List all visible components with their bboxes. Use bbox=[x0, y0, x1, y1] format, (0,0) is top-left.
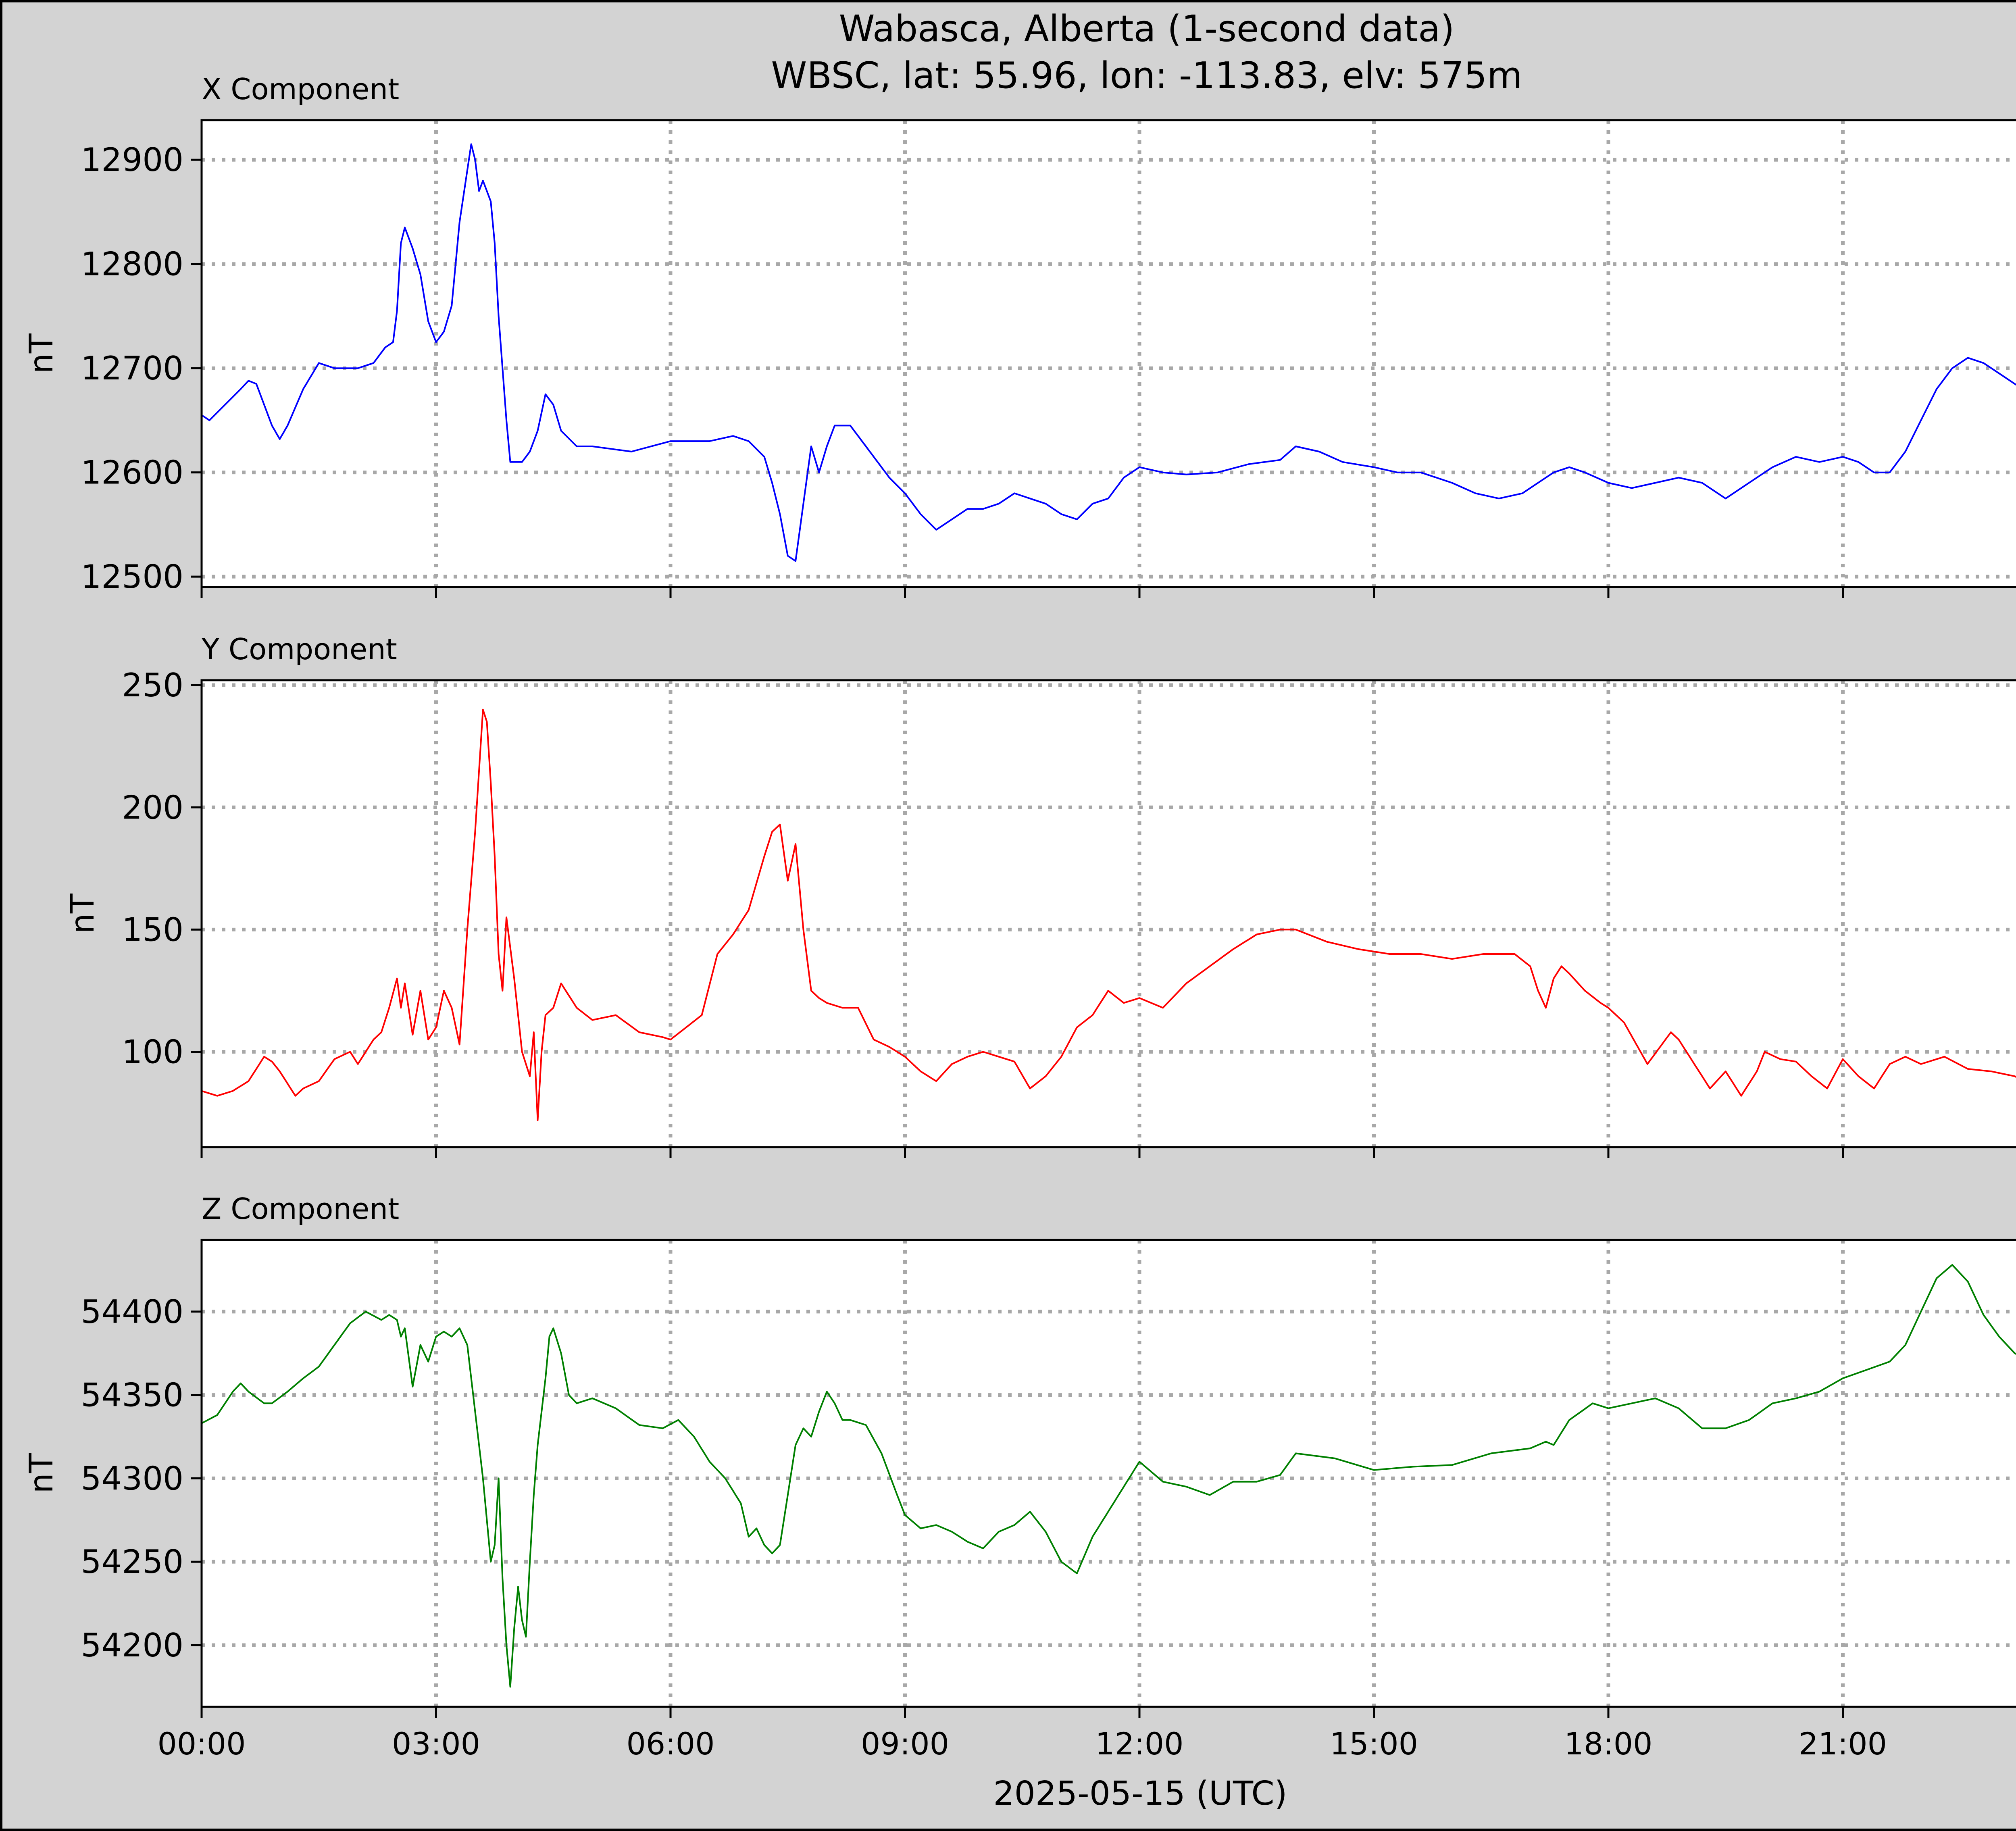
z-component-xtick-label: 15:00 bbox=[1330, 1726, 1418, 1762]
z-component-xtick-label: 06:00 bbox=[626, 1726, 714, 1762]
x-component-ytick-label: 12700 bbox=[81, 350, 184, 387]
x-component-ytick-label: 12500 bbox=[81, 558, 184, 596]
z-component-ytick-label: 54300 bbox=[81, 1460, 184, 1497]
x-component-ytick-label: 12800 bbox=[81, 246, 184, 283]
z-component-xtick-label: 21:00 bbox=[1799, 1726, 1887, 1762]
x-component-panel: 12500 12600 12700 12800 12900 X Component nT bbox=[23, 72, 2016, 598]
z-component-series-line bbox=[201, 1264, 2016, 1688]
x-component-plot-area bbox=[202, 120, 2016, 587]
y-component-ytick-label: 100 bbox=[122, 1033, 183, 1071]
z-component-title: Z Component bbox=[202, 1192, 399, 1226]
z-component-xtick-label: 03:00 bbox=[392, 1726, 480, 1762]
x-component-ytick-label: 12600 bbox=[81, 454, 184, 492]
figure-title-line1: Wabasca, Alberta (1-second data) bbox=[839, 8, 1455, 50]
z-component-xtick-label: 09:00 bbox=[861, 1726, 949, 1762]
z-component-ytick-label: 54400 bbox=[81, 1293, 184, 1331]
z-component-ytick-label: 54250 bbox=[81, 1543, 184, 1581]
figure-title-line2: WBSC, lat: 55.96, lon: -113.83, elv: 575… bbox=[771, 54, 1522, 97]
z-component-xtick-label: 12:00 bbox=[1095, 1726, 1183, 1762]
y-component-plot-area bbox=[202, 680, 2016, 1147]
z-component-xtick-label: 18:00 bbox=[1564, 1726, 1652, 1762]
x-axis-label: 2025-05-15 (UTC) bbox=[993, 1775, 1287, 1813]
y-component-ytick-label: 150 bbox=[122, 911, 183, 948]
y-component-ytick-label: 250 bbox=[122, 667, 183, 704]
x-component-ylabel: nT bbox=[23, 333, 60, 374]
x-component-ytick-label: 12900 bbox=[81, 141, 184, 179]
z-component-ytick-label: 54200 bbox=[81, 1627, 184, 1664]
z-component-ylabel: nT bbox=[23, 1453, 60, 1494]
y-component-series-line bbox=[201, 708, 2016, 1121]
x-component-title: X Component bbox=[202, 72, 399, 106]
z-component-plot-area bbox=[202, 1240, 2016, 1707]
y-component-ylabel: nT bbox=[64, 893, 101, 934]
x-component-series-line bbox=[201, 143, 2016, 562]
y-component-panel: 100 150 200 250 Y Component nT bbox=[64, 632, 2016, 1158]
y-component-title: Y Component bbox=[201, 632, 397, 666]
y-component-ytick-label: 200 bbox=[122, 789, 183, 826]
z-component-xtick-label: 00:00 bbox=[157, 1726, 246, 1762]
z-component-panel: 54200 54250 54300 54350 54400 00:00 03:00 06:00… bbox=[23, 1192, 2016, 1762]
z-component-ytick-label: 54350 bbox=[81, 1377, 184, 1414]
